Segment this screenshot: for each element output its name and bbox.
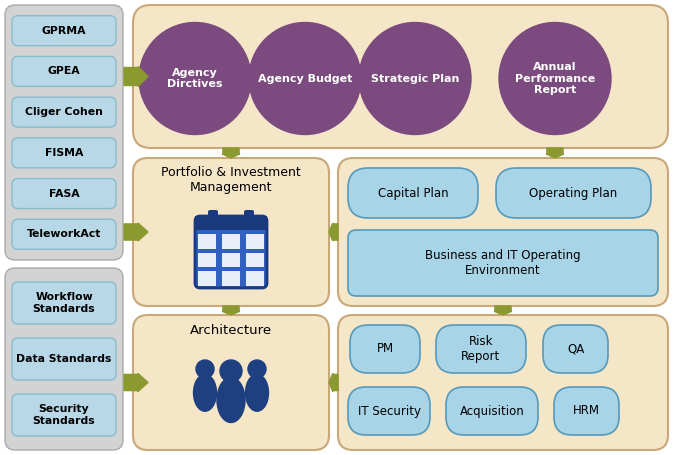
- FancyBboxPatch shape: [246, 234, 264, 249]
- Text: FISMA: FISMA: [45, 148, 83, 158]
- FancyBboxPatch shape: [446, 387, 538, 435]
- FancyBboxPatch shape: [133, 5, 668, 148]
- FancyBboxPatch shape: [12, 178, 116, 208]
- FancyBboxPatch shape: [195, 216, 267, 288]
- Circle shape: [139, 22, 251, 135]
- FancyBboxPatch shape: [348, 387, 430, 435]
- Text: Workflow
Standards: Workflow Standards: [32, 292, 95, 314]
- FancyBboxPatch shape: [350, 325, 420, 373]
- FancyBboxPatch shape: [338, 158, 668, 306]
- Text: TeleworkAct: TeleworkAct: [27, 229, 101, 239]
- FancyBboxPatch shape: [12, 138, 116, 168]
- Text: GPRMA: GPRMA: [42, 26, 87, 35]
- FancyBboxPatch shape: [436, 325, 526, 373]
- FancyBboxPatch shape: [554, 387, 619, 435]
- FancyBboxPatch shape: [12, 282, 116, 324]
- FancyBboxPatch shape: [198, 271, 216, 286]
- Text: Agency Budget: Agency Budget: [258, 74, 352, 84]
- Text: FASA: FASA: [49, 188, 79, 198]
- FancyBboxPatch shape: [222, 234, 240, 249]
- Text: Capital Plan: Capital Plan: [378, 187, 448, 199]
- FancyBboxPatch shape: [12, 16, 116, 46]
- Circle shape: [359, 22, 471, 135]
- Text: Agency
Dirctives: Agency Dirctives: [167, 68, 223, 89]
- FancyBboxPatch shape: [496, 168, 651, 218]
- Text: Risk
Report: Risk Report: [462, 335, 501, 363]
- FancyBboxPatch shape: [5, 268, 123, 450]
- FancyBboxPatch shape: [246, 253, 264, 268]
- Text: Operating Plan: Operating Plan: [529, 187, 618, 199]
- FancyBboxPatch shape: [195, 216, 267, 230]
- FancyBboxPatch shape: [338, 315, 668, 450]
- FancyBboxPatch shape: [5, 5, 123, 260]
- Text: Acquisition: Acquisition: [460, 404, 525, 418]
- Text: Cliger Cohen: Cliger Cohen: [25, 107, 103, 117]
- FancyBboxPatch shape: [246, 271, 264, 286]
- Polygon shape: [124, 374, 148, 391]
- FancyBboxPatch shape: [348, 230, 658, 296]
- Circle shape: [248, 360, 266, 378]
- FancyBboxPatch shape: [198, 234, 216, 249]
- Polygon shape: [494, 306, 512, 315]
- FancyBboxPatch shape: [12, 97, 116, 127]
- FancyBboxPatch shape: [543, 325, 608, 373]
- Ellipse shape: [245, 374, 268, 411]
- Polygon shape: [546, 148, 564, 158]
- Text: Business and IT Operating
Environment: Business and IT Operating Environment: [425, 249, 581, 277]
- Polygon shape: [329, 223, 338, 241]
- Text: HRM: HRM: [573, 404, 600, 418]
- Text: Data Standards: Data Standards: [16, 354, 112, 364]
- Polygon shape: [222, 306, 240, 315]
- Circle shape: [196, 360, 214, 378]
- FancyBboxPatch shape: [12, 338, 116, 380]
- Text: Annual
Performance
Report: Annual Performance Report: [515, 62, 595, 95]
- Text: PM: PM: [377, 343, 393, 355]
- Polygon shape: [124, 223, 148, 241]
- FancyBboxPatch shape: [222, 253, 240, 268]
- Text: IT Security: IT Security: [358, 404, 420, 418]
- FancyBboxPatch shape: [348, 168, 478, 218]
- FancyBboxPatch shape: [133, 158, 329, 306]
- FancyBboxPatch shape: [12, 219, 116, 249]
- Circle shape: [220, 360, 242, 382]
- FancyBboxPatch shape: [244, 210, 254, 220]
- Text: Strategic Plan: Strategic Plan: [371, 74, 459, 84]
- Circle shape: [249, 22, 361, 135]
- Text: QA: QA: [567, 343, 584, 355]
- FancyBboxPatch shape: [12, 56, 116, 86]
- Text: GPEA: GPEA: [48, 66, 80, 76]
- Ellipse shape: [217, 378, 245, 423]
- FancyBboxPatch shape: [12, 394, 116, 436]
- Text: Portfolio & Investment
Management: Portfolio & Investment Management: [161, 166, 301, 194]
- FancyBboxPatch shape: [222, 271, 240, 286]
- Polygon shape: [329, 374, 338, 391]
- Polygon shape: [124, 66, 148, 86]
- FancyBboxPatch shape: [198, 253, 216, 268]
- Circle shape: [499, 22, 611, 135]
- Text: Security
Standards: Security Standards: [32, 404, 95, 426]
- Text: Architecture: Architecture: [190, 324, 272, 338]
- FancyBboxPatch shape: [208, 210, 218, 220]
- FancyBboxPatch shape: [133, 315, 329, 450]
- Polygon shape: [222, 148, 240, 158]
- Ellipse shape: [193, 374, 216, 411]
